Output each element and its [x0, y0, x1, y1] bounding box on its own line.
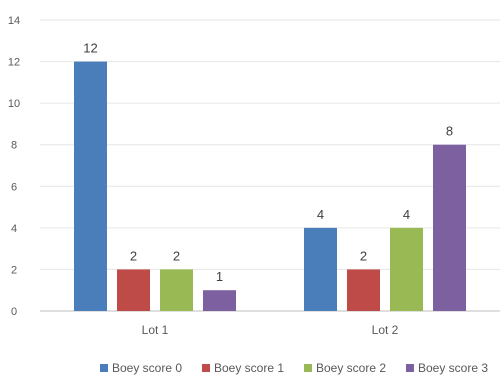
bars	[74, 61, 466, 312]
y-tick-label: 8	[11, 140, 17, 152]
y-tick-label: 10	[8, 98, 20, 110]
y-axis: 0 2 4 6 8 10 12 14	[8, 15, 20, 318]
x-tick-label: Lot 2	[372, 323, 399, 337]
legend-entry: Boey score 1	[214, 361, 284, 375]
bar-1-4	[203, 290, 236, 311]
data-label: 1	[216, 269, 223, 284]
bar-1-1	[74, 61, 107, 312]
y-tick-label: 2	[11, 264, 17, 276]
gridlines	[40, 19, 500, 312]
bar-2-2	[347, 269, 380, 311]
data-label: 4	[317, 207, 324, 222]
y-tick-label: 4	[11, 223, 17, 235]
y-tick-label: 0	[11, 306, 17, 318]
legend-entry: Boey score 0	[112, 361, 182, 375]
y-tick-label: 6	[11, 181, 17, 193]
legend-swatch	[202, 364, 210, 372]
data-label: 2	[360, 248, 367, 263]
x-tick-label: Lot 1	[142, 323, 169, 337]
legend-entry: Boey score 3	[418, 361, 488, 375]
x-axis: Lot 1 Lot 2	[142, 323, 399, 337]
legend-swatch	[100, 364, 108, 372]
legend-entry: Boey score 2	[316, 361, 386, 375]
legend: Boey score 0 Boey score 1 Boey score 2 Boey…	[100, 361, 488, 375]
data-labels: 12 2 2 1 4 2 4 8	[83, 41, 453, 285]
legend-swatch	[304, 364, 312, 372]
data-label: 12	[83, 41, 97, 56]
y-tick-label: 12	[8, 57, 20, 69]
data-label: 8	[446, 124, 453, 139]
data-label: 2	[130, 248, 137, 263]
bar-2-1	[304, 227, 337, 311]
bar-1-3	[160, 269, 193, 311]
legend-swatch	[406, 364, 414, 372]
bar-2-3	[390, 227, 423, 311]
data-label: 2	[173, 248, 180, 263]
bar-1-2	[117, 269, 150, 311]
y-tick-label: 14	[8, 15, 20, 27]
bar-2-4	[433, 144, 466, 311]
data-label: 4	[403, 207, 410, 222]
